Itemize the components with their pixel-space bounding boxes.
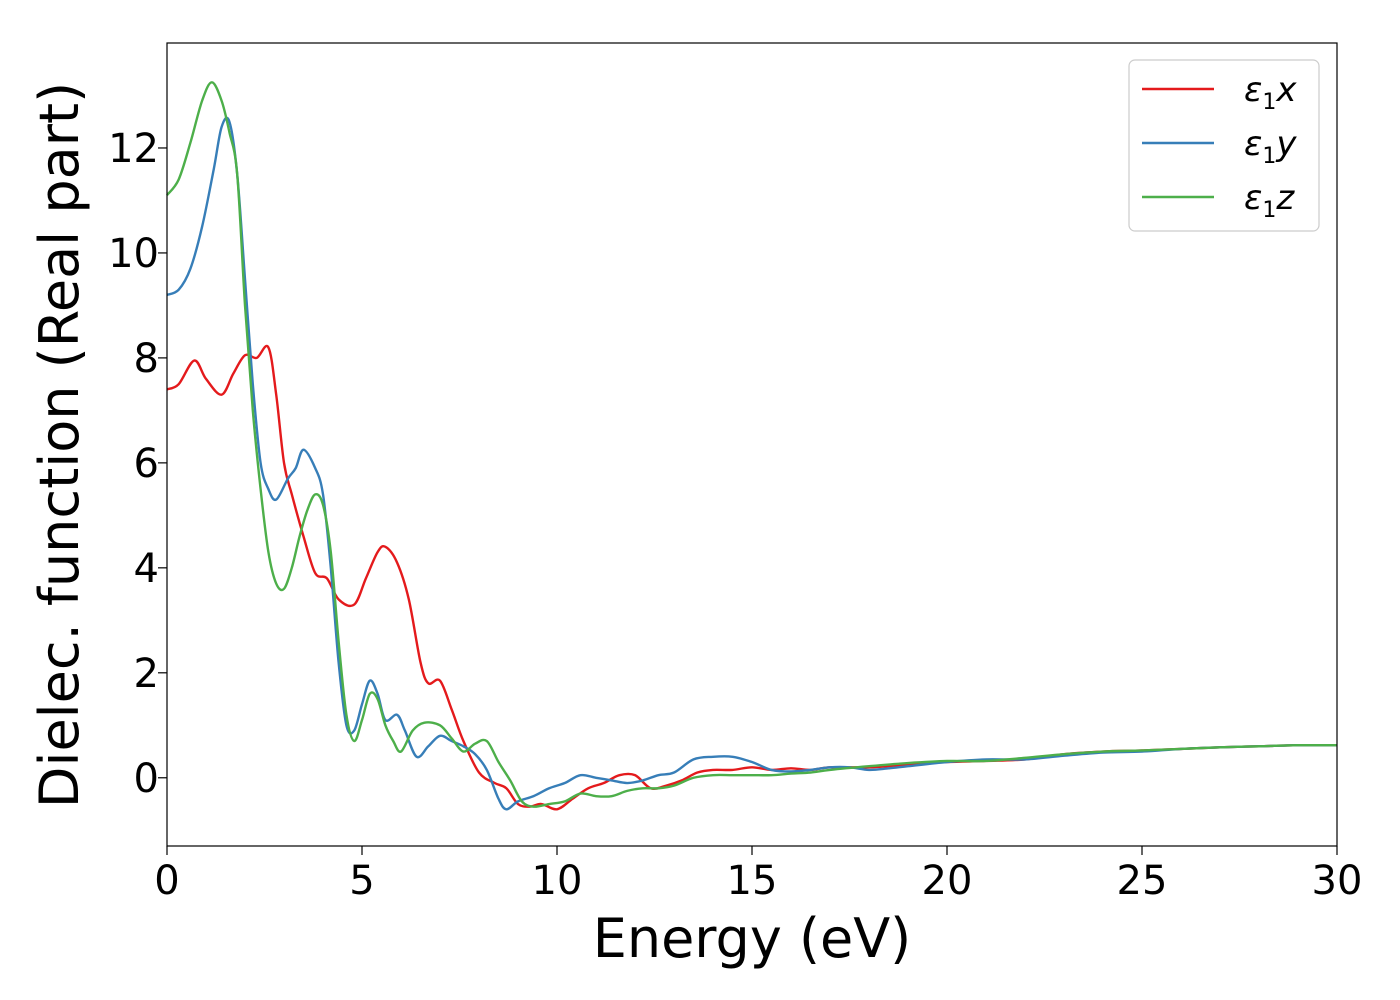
x-tick-label: 5 <box>349 858 374 904</box>
y-tick-label: 10 <box>108 231 159 277</box>
legend-items: ε1x ε1y ε1z <box>1142 70 1297 223</box>
x-tick-label: 30 <box>1312 858 1363 904</box>
legend-label-z: ε1z <box>1244 178 1295 223</box>
series-layer <box>166 81 1338 811</box>
legend-box <box>1128 59 1320 232</box>
y-tick-label: 0 <box>134 756 159 802</box>
x-axis-label: Energy (eV) <box>593 907 912 970</box>
series-line-y <box>166 116 1338 811</box>
y-tick-label: 8 <box>134 336 159 382</box>
x-tick-label: 0 <box>154 858 179 904</box>
y-tick-label: 2 <box>134 651 159 697</box>
y-axis-ticks: 0 2 4 6 8 10 12 <box>108 126 167 802</box>
y-axis-label: Dielec. function (Real part) <box>28 82 91 808</box>
x-tick-label: 10 <box>532 858 583 904</box>
x-tick-label: 25 <box>1117 858 1168 904</box>
x-tick-label: 20 <box>922 858 973 904</box>
legend: ε1x ε1y ε1z <box>1128 59 1320 232</box>
x-tick-label: 15 <box>727 858 778 904</box>
legend-label-y: ε1y <box>1244 124 1297 169</box>
legend-label-x: ε1x <box>1244 70 1297 115</box>
y-tick-label: 6 <box>134 441 159 487</box>
y-tick-label: 4 <box>134 546 159 592</box>
series-line-z <box>166 81 1338 808</box>
y-tick-label: 12 <box>108 126 159 172</box>
x-axis-ticks: 0 5 10 15 20 25 30 <box>154 846 1362 904</box>
